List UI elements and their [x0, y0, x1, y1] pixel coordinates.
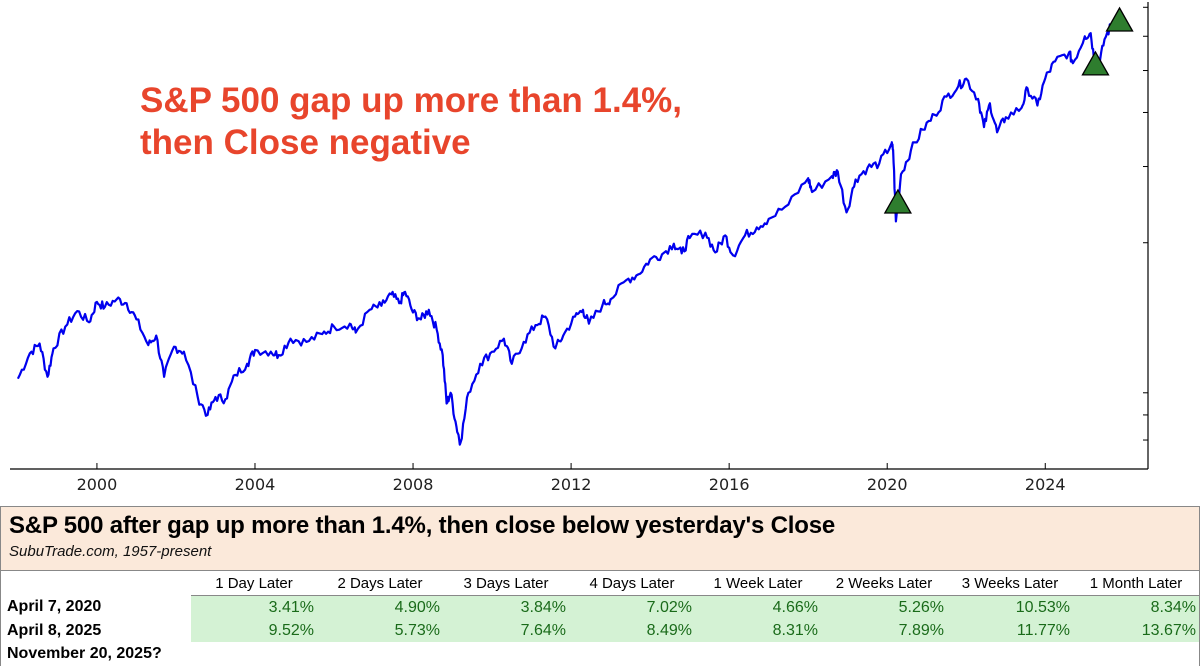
table-row: April 7, 2020 3.41% 4.90% 3.84% 7.02% 4.…: [1, 595, 1199, 619]
table-cell: [947, 642, 1073, 665]
table-cell: 5.26%: [821, 595, 947, 619]
table-corner: [1, 571, 191, 596]
table-cell: 7.02%: [569, 595, 695, 619]
x-tick-label: 2016: [709, 475, 750, 494]
col-header: 3 Days Later: [443, 571, 569, 596]
table-cell: 8.49%: [569, 619, 695, 642]
table-header-row: 1 Day Later 2 Days Later 3 Days Later 4 …: [1, 571, 1199, 596]
x-tick-label: 2020: [867, 475, 908, 494]
sp500-price-line: [16, 9, 1121, 446]
x-tick-label: 2008: [393, 475, 434, 494]
row-label: April 8, 2025: [7, 621, 102, 639]
x-tick-label: 2024: [1025, 475, 1066, 494]
results-subtitle: SubuTrade.com, 1957-present: [9, 543, 212, 560]
col-header: 2 Weeks Later: [821, 571, 947, 596]
col-header: 1 Week Later: [695, 571, 821, 596]
results-panel: S&P 500 after gap up more than 1.4%, the…: [0, 506, 1200, 666]
table-cell: [317, 642, 443, 665]
col-header: 2 Days Later: [317, 571, 443, 596]
y-axis-ticks: [1143, 6, 1148, 441]
table-cell: 8.31%: [695, 619, 821, 642]
table-cell: 4.90%: [317, 595, 443, 619]
x-tick-label: 2000: [77, 475, 118, 494]
col-header: 3 Weeks Later: [947, 571, 1073, 596]
results-title: S&P 500 after gap up more than 1.4%, the…: [9, 512, 836, 539]
signal-marker-1: [883, 188, 912, 214]
x-tick-label: 2012: [551, 475, 592, 494]
table-cell: [821, 642, 947, 665]
table-cell: 9.52%: [191, 619, 317, 642]
col-header: 1 Month Later: [1073, 571, 1199, 596]
table-cell: [569, 642, 695, 665]
table-cell: 7.89%: [821, 619, 947, 642]
x-axis-ticks: 2000 2004 2008 2012 2016 2020 2024: [77, 463, 1066, 494]
table-cell: [695, 642, 821, 665]
x-tick-label: 2004: [235, 475, 276, 494]
results-header: S&P 500 after gap up more than 1.4%, the…: [1, 507, 1199, 571]
table-row: November 20, 2025?: [1, 642, 1199, 665]
table-cell: 11.77%: [947, 619, 1073, 642]
table-cell: [1073, 642, 1199, 665]
table-cell: 3.84%: [443, 595, 569, 619]
signal-marker-2: [1081, 50, 1110, 76]
signal-marker-3: [1105, 6, 1134, 32]
table-row: April 8, 2025 9.52% 5.73% 7.64% 8.49% 8.…: [1, 619, 1199, 642]
results-table: 1 Day Later 2 Days Later 3 Days Later 4 …: [1, 571, 1199, 665]
table-cell: 13.67%: [1073, 619, 1199, 642]
table-cell: 8.34%: [1073, 595, 1199, 619]
table-cell: 10.53%: [947, 595, 1073, 619]
table-cell: 7.64%: [443, 619, 569, 642]
chart-annotation-line-2: then Close negative: [140, 123, 471, 162]
row-label: November 20, 2025?: [7, 644, 162, 662]
table-cell: [443, 642, 569, 665]
chart-annotation-line-1: S&P 500 gap up more than 1.4%,: [140, 81, 682, 120]
sp500-chart: 2000 2004 2008 2012 2016 2020 2024 S&P 500 gap…: [10, 2, 1149, 494]
row-label: April 7, 2020: [7, 598, 102, 616]
table-cell: 5.73%: [317, 619, 443, 642]
table-cell: [191, 642, 317, 665]
table-cell: 3.41%: [191, 595, 317, 619]
signal-markers: [883, 6, 1134, 214]
col-header: 4 Days Later: [569, 571, 695, 596]
col-header: 1 Day Later: [191, 571, 317, 596]
chart-axes: [10, 2, 1149, 470]
table-cell: 4.66%: [695, 595, 821, 619]
